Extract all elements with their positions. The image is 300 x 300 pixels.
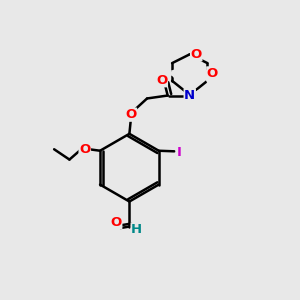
Text: O: O <box>156 74 167 87</box>
Text: N: N <box>184 89 195 102</box>
Text: O: O <box>207 67 218 80</box>
Text: O: O <box>190 48 202 61</box>
Text: O: O <box>125 108 136 121</box>
Text: I: I <box>176 146 181 159</box>
Text: H: H <box>131 223 142 236</box>
Text: O: O <box>79 143 90 156</box>
Text: O: O <box>110 216 122 229</box>
